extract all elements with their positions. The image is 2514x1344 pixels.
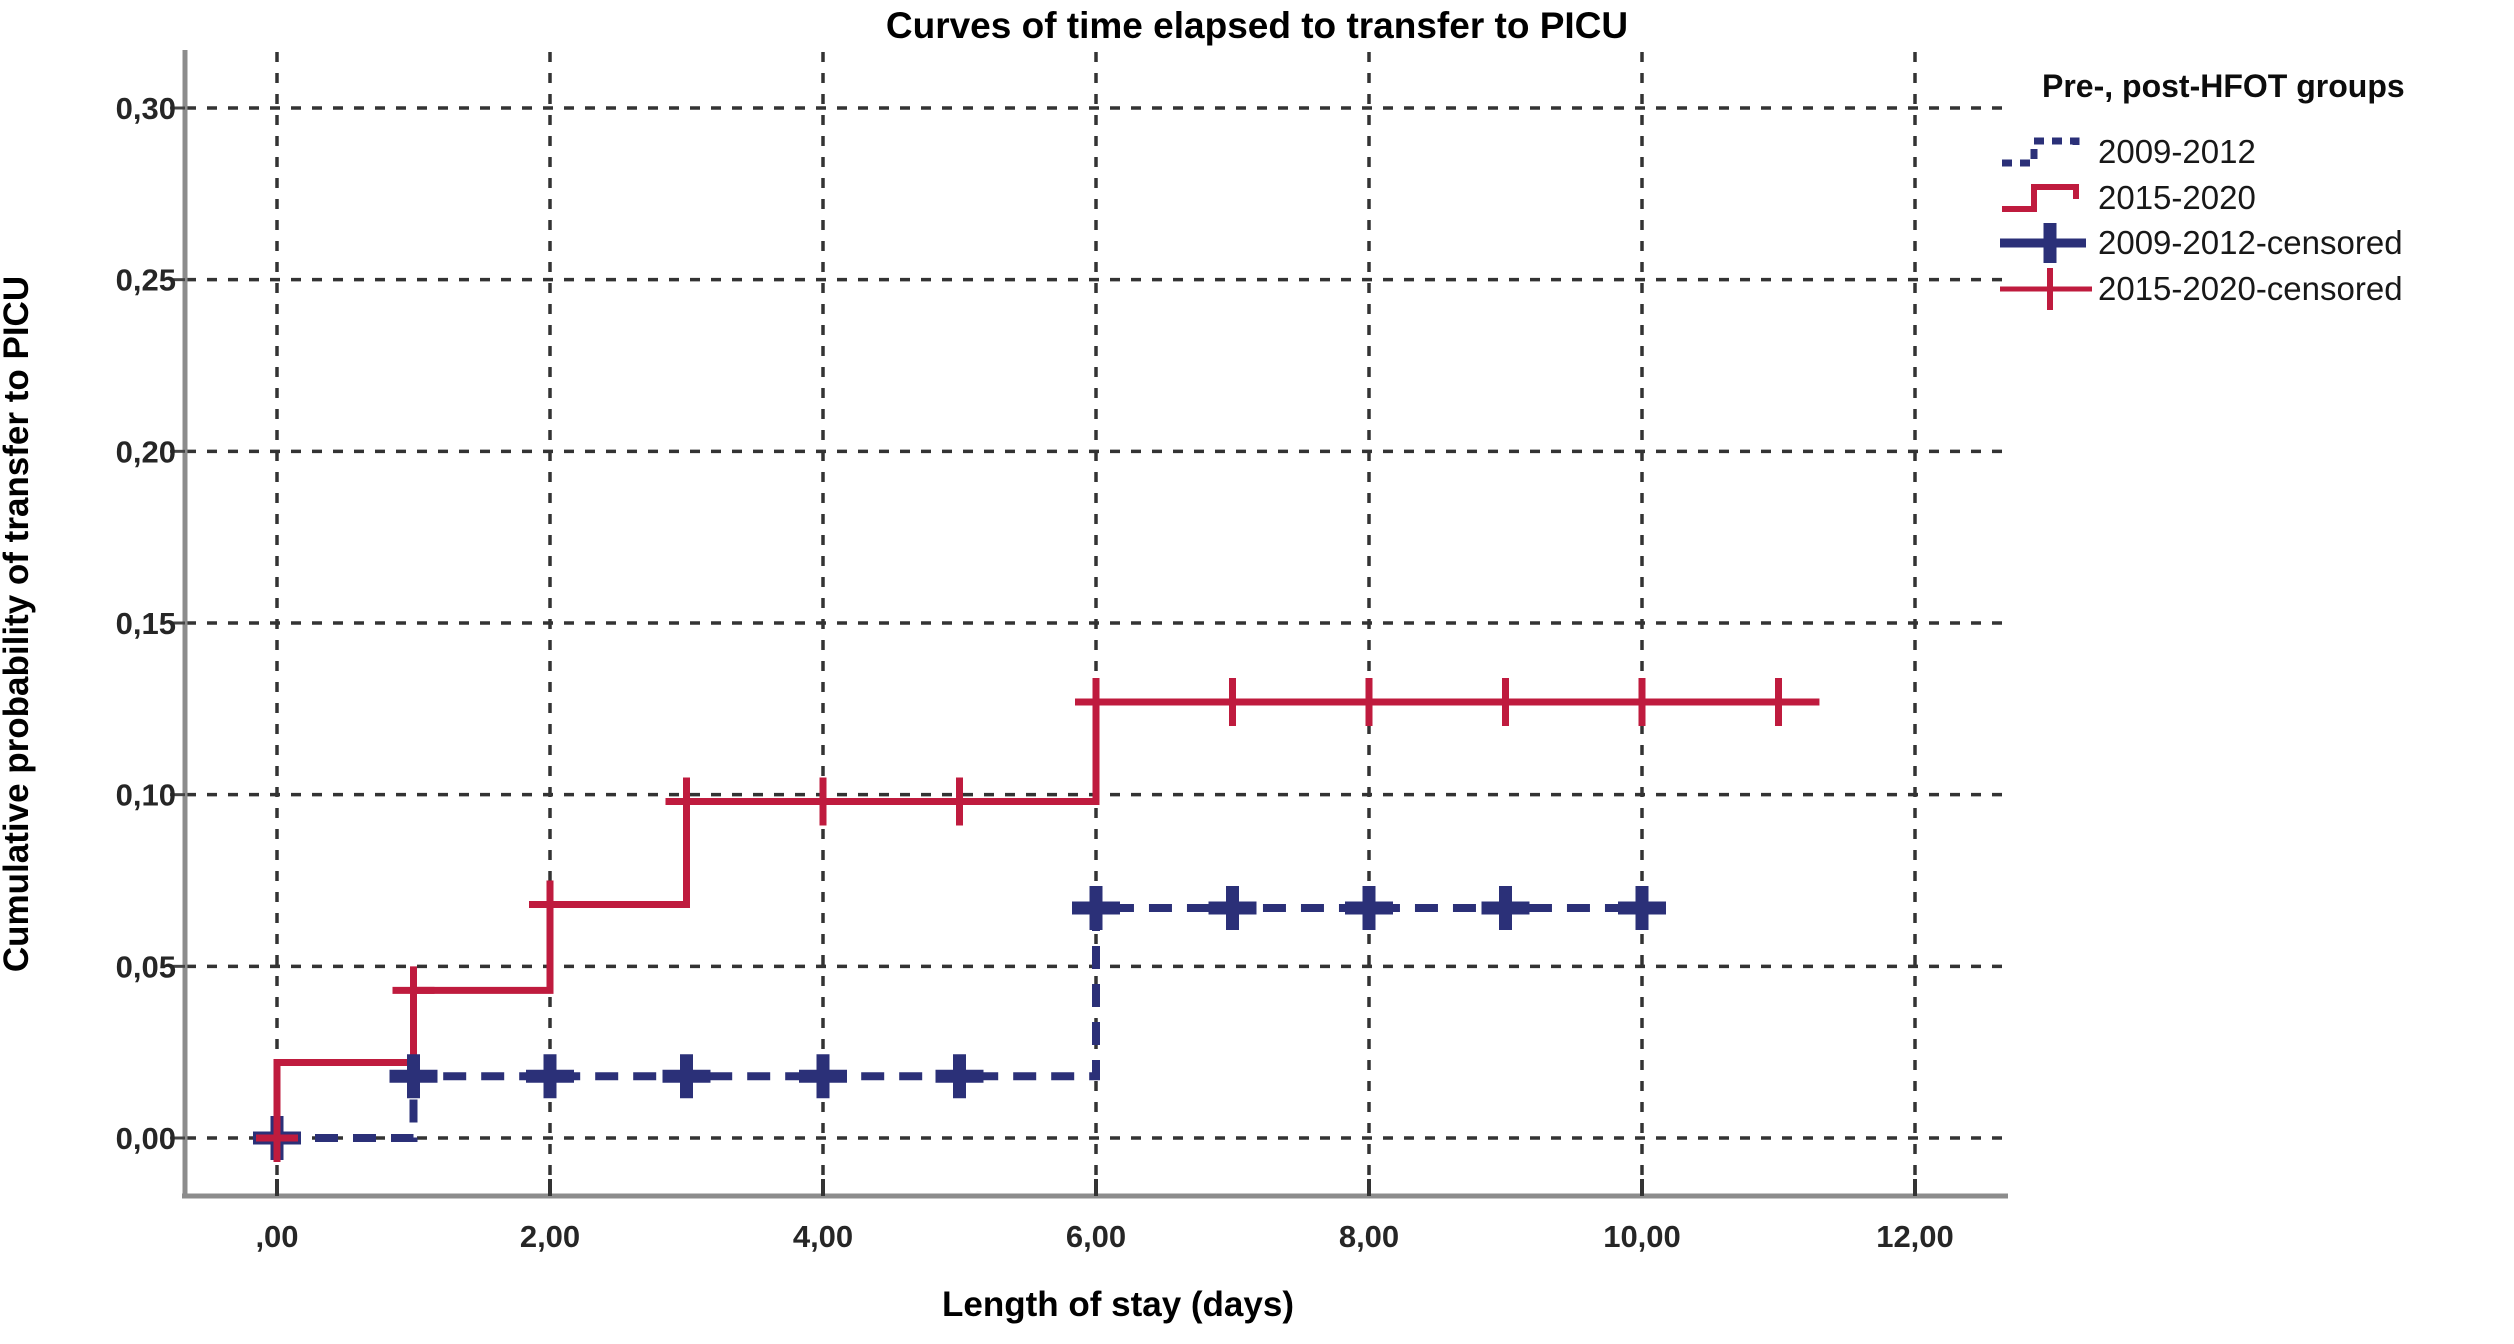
x-tick-label: 4,00: [793, 1219, 853, 1254]
y-tick-label: 0,30: [116, 91, 176, 126]
censor-plus-icon: [1345, 885, 1393, 930]
censored-marks-2015-2020: [256, 677, 1800, 1162]
legend-item: 2009-2012: [2002, 133, 2256, 170]
censor-plus-icon: [938, 777, 981, 826]
x-axis-title: Length of stay (days): [942, 1285, 1294, 1324]
y-axis-title: Cumulative probability of transfer to PI…: [0, 276, 36, 972]
censor-plus-icon: [1757, 677, 1800, 726]
censor-plus-icon: [392, 966, 435, 1015]
x-tick-label: 6,00: [1066, 1219, 1126, 1254]
legend-title: Pre-, post-HFOT groups: [2042, 68, 2405, 104]
censor-plus-icon: [389, 1054, 438, 1099]
censor-plus-icon: [1484, 677, 1527, 726]
y-tick-label: 0,20: [116, 434, 176, 469]
censor-plus-icon: [662, 1054, 711, 1099]
legend-item-label: 2015-2020: [2098, 179, 2256, 216]
censor-plus-icon: [1208, 885, 1257, 930]
tick-labels: 0,00 0,05 0,10 0,15 0,20 0,25 0,30 ,00 2,00 4,00 6…: [116, 91, 1954, 1254]
censor-plus-icon: [256, 1114, 298, 1162]
censor-plus-icon: [1348, 677, 1390, 726]
censor-plus-icon: [1211, 677, 1254, 726]
censor-plus-icon: [1072, 885, 1120, 930]
legend-swatch-step-dashed-icon: [2002, 137, 2080, 167]
series-line-2009-2012: [277, 903, 1663, 1142]
censor-plus-icon: [526, 1054, 574, 1099]
legend: 2009-2012 2015-2020 2009-2012-censored 2015…: [2000, 133, 2403, 310]
legend-item-label: 2009-2012: [2098, 133, 2256, 170]
y-tick-label: 0,00: [116, 1121, 176, 1156]
censor-plus-icon: [529, 880, 571, 929]
x-tick-label: 10,00: [1603, 1219, 1681, 1254]
y-tick-label: 0,10: [116, 778, 176, 813]
x-tick-label: ,00: [255, 1219, 298, 1254]
y-tick-label: 0,25: [116, 263, 176, 298]
series-line-2015-2020: [273, 698, 1820, 1138]
legend-swatch-plus-thin-icon: [2000, 268, 2092, 310]
x-tick-label: 12,00: [1876, 1219, 1954, 1254]
censor-plus-icon: [665, 777, 708, 826]
censor-plus-icon: [1481, 885, 1530, 930]
chart-title: Curves of time elapsed to transfer to PI…: [886, 5, 1628, 46]
axes: [170, 50, 2008, 1199]
censor-plus-icon: [802, 777, 844, 826]
censor-plus-icon: [935, 1054, 984, 1099]
censored-marks-2009-2012: [253, 885, 1666, 1160]
legend-swatch-plus-thick-icon: [2000, 223, 2086, 263]
x-tick-label: 8,00: [1339, 1219, 1399, 1254]
censor-plus-icon: [1621, 677, 1663, 726]
x-tick-label: 2,00: [520, 1219, 580, 1254]
legend-item: 2015-2020-censored: [2000, 268, 2403, 310]
censor-plus-icon: [1618, 885, 1666, 930]
censor-plus-icon: [799, 1054, 847, 1099]
legend-item: 2015-2020: [2002, 179, 2256, 216]
gridlines: [186, 52, 2003, 1195]
legend-swatch-step-solid-icon: [2002, 184, 2079, 212]
censor-plus-icon: [1075, 677, 1117, 726]
series-lines: [273, 698, 1820, 1142]
y-tick-label: 0,15: [116, 606, 176, 641]
legend-item: 2009-2012-censored: [2000, 223, 2403, 263]
legend-item-label: 2009-2012-censored: [2098, 224, 2403, 261]
y-tick-label: 0,05: [116, 949, 176, 984]
censored-marks: [253, 677, 1800, 1162]
legend-item-label: 2015-2020-censored: [2098, 270, 2403, 307]
